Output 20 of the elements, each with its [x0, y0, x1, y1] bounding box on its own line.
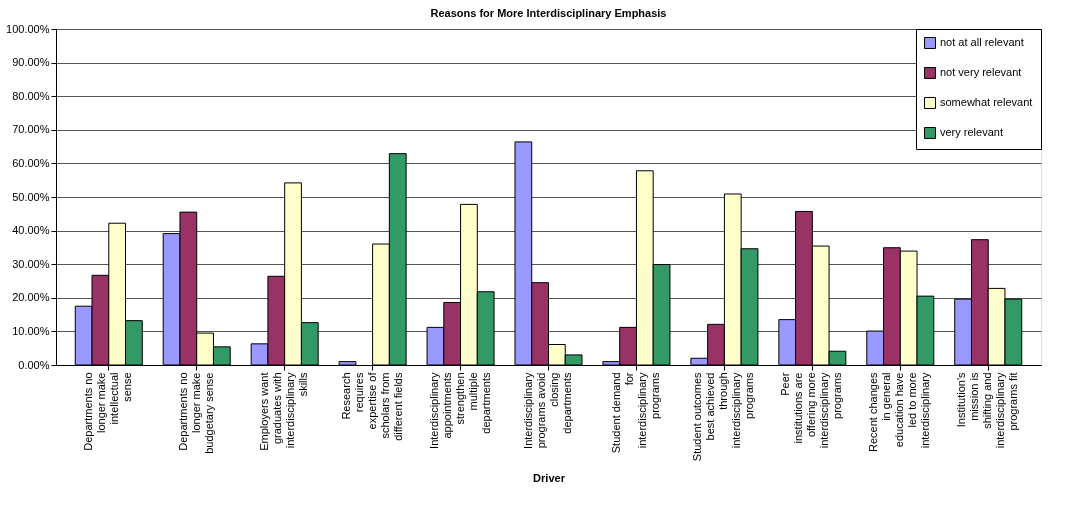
y-tick-label: 40.00% — [12, 224, 50, 237]
legend-label: somewhat relevant — [940, 96, 1033, 108]
y-tick-label: 30.00% — [12, 257, 50, 270]
y-tick-label: 100.00% — [6, 22, 50, 35]
y-tick-label: 50.00% — [12, 190, 50, 203]
legend-label: very relevant — [940, 126, 1003, 138]
y-tick-label: 60.00% — [12, 156, 50, 169]
x-axis-title: Driver — [533, 472, 566, 485]
chart-title: Reasons for More Interdisciplinary Emphasis — [430, 7, 667, 19]
y-tick-label: 20.00% — [12, 291, 50, 304]
y-tick-label: 80.00% — [12, 89, 50, 102]
y-tick-label: 70.00% — [12, 123, 50, 136]
y-tick-label: 90.00% — [12, 56, 50, 69]
legend-label: not at all relevant — [940, 36, 1024, 48]
legend-label: not very relevant — [940, 66, 1022, 78]
y-tick-label: 0.00% — [18, 358, 50, 371]
y-tick-label: 10.00% — [12, 324, 50, 337]
x-tick-label: Departments no longer make intellectual sense — [82, 372, 134, 451]
x-tick-label: Employers want graduates with interdisciplinary skills — [258, 372, 310, 451]
x-tick-label: Student demand for interdisciplinary programs — [609, 372, 661, 454]
